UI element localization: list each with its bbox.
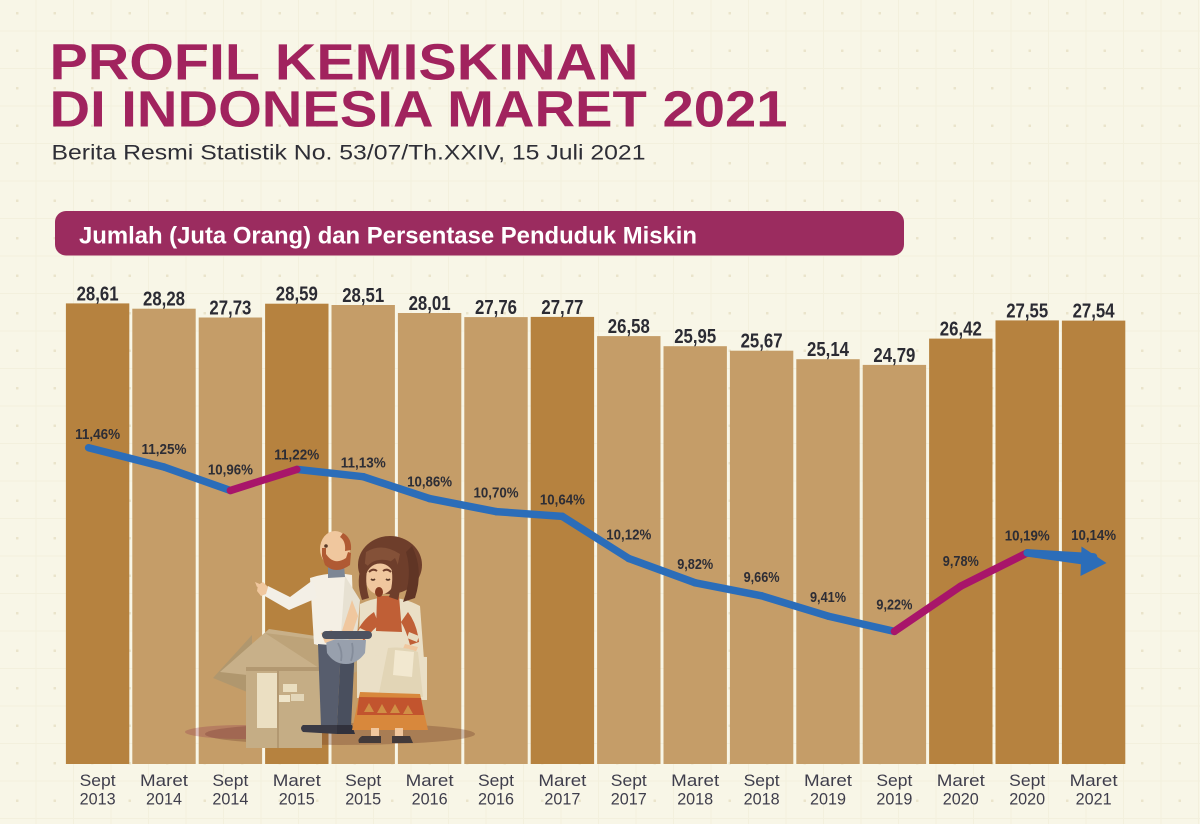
svg-text:Maret: Maret (804, 771, 852, 790)
svg-text:10,64%: 10,64% (540, 491, 585, 508)
svg-text:DI INDONESIA MARET 2021: DI INDONESIA MARET 2021 (50, 80, 788, 137)
svg-text:2020: 2020 (1009, 790, 1045, 809)
svg-text:2016: 2016 (412, 790, 448, 809)
svg-text:Jumlah (Juta Orang) dan Persen: Jumlah (Juta Orang) dan Persentase Pendu… (79, 223, 697, 249)
svg-text:26,58: 26,58 (608, 316, 650, 338)
svg-text:2015: 2015 (345, 790, 381, 809)
svg-text:28,61: 28,61 (77, 283, 119, 305)
svg-text:Maret: Maret (140, 771, 188, 790)
svg-text:25,67: 25,67 (741, 331, 783, 353)
svg-text:11,13%: 11,13% (341, 455, 386, 472)
svg-text:2018: 2018 (744, 790, 780, 809)
svg-text:Maret: Maret (937, 771, 985, 790)
svg-text:Sept: Sept (80, 771, 116, 790)
svg-text:27,77: 27,77 (541, 297, 583, 319)
svg-text:28,28: 28,28 (143, 289, 185, 311)
svg-text:28,01: 28,01 (409, 293, 451, 315)
svg-text:2014: 2014 (146, 790, 182, 809)
svg-text:Sept: Sept (212, 771, 248, 790)
svg-text:9,22%: 9,22% (876, 596, 912, 613)
svg-text:Sept: Sept (876, 771, 912, 790)
svg-text:27,55: 27,55 (1006, 300, 1048, 322)
svg-text:9,82%: 9,82% (677, 556, 713, 573)
svg-text:Maret: Maret (406, 771, 454, 790)
svg-text:10,14%: 10,14% (1071, 527, 1116, 544)
svg-text:2016: 2016 (478, 790, 514, 809)
svg-text:11,25%: 11,25% (142, 441, 187, 458)
svg-text:2014: 2014 (212, 790, 248, 809)
svg-text:Sept: Sept (1009, 771, 1045, 790)
svg-text:Maret: Maret (273, 771, 321, 790)
svg-text:25,95: 25,95 (674, 326, 716, 348)
svg-text:2017: 2017 (611, 790, 647, 809)
svg-text:Sept: Sept (611, 771, 647, 790)
svg-text:Sept: Sept (478, 771, 514, 790)
svg-text:24,79: 24,79 (873, 345, 915, 367)
svg-text:27,54: 27,54 (1073, 301, 1116, 323)
svg-text:9,41%: 9,41% (810, 589, 846, 606)
svg-text:11,22%: 11,22% (274, 446, 319, 463)
svg-text:28,51: 28,51 (342, 285, 384, 307)
svg-text:2015: 2015 (279, 790, 315, 809)
svg-text:25,14: 25,14 (807, 339, 850, 361)
svg-text:Sept: Sept (744, 771, 780, 790)
svg-text:10,12%: 10,12% (606, 527, 651, 544)
svg-text:11,46%: 11,46% (75, 426, 120, 443)
svg-text:Sept: Sept (345, 771, 381, 790)
svg-text:Maret: Maret (1070, 771, 1118, 790)
svg-text:2018: 2018 (677, 790, 713, 809)
svg-text:2021: 2021 (1076, 790, 1112, 809)
svg-text:2020: 2020 (943, 790, 979, 809)
svg-text:Maret: Maret (538, 771, 586, 790)
svg-text:10,19%: 10,19% (1005, 527, 1050, 544)
svg-text:10,86%: 10,86% (407, 474, 452, 491)
svg-text:PROFIL KEMISKINAN: PROFIL KEMISKINAN (50, 34, 639, 91)
svg-text:2013: 2013 (80, 790, 116, 809)
svg-text:9,66%: 9,66% (744, 569, 780, 586)
svg-text:10,96%: 10,96% (208, 462, 253, 479)
svg-text:9,78%: 9,78% (943, 553, 979, 570)
svg-text:10,70%: 10,70% (474, 485, 519, 502)
svg-text:2019: 2019 (810, 790, 846, 809)
svg-text:27,73: 27,73 (209, 298, 251, 320)
svg-text:27,76: 27,76 (475, 297, 517, 319)
svg-text:2019: 2019 (876, 790, 912, 809)
svg-text:2017: 2017 (544, 790, 580, 809)
svg-text:Berita Resmi Statistik No. 53/: Berita Resmi Statistik No. 53/07/Th.XXIV… (52, 142, 646, 165)
svg-text:26,42: 26,42 (940, 319, 982, 341)
svg-text:Maret: Maret (671, 771, 719, 790)
svg-text:28,59: 28,59 (276, 284, 318, 306)
